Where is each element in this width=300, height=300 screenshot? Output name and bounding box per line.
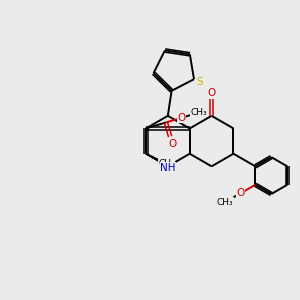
Text: S: S <box>196 77 203 87</box>
Text: CH₃: CH₃ <box>217 198 233 207</box>
Text: CH₃: CH₃ <box>191 108 208 117</box>
Text: CH₃: CH₃ <box>158 160 175 169</box>
Text: O: O <box>208 88 216 98</box>
Text: O: O <box>168 139 176 149</box>
Text: NH: NH <box>160 163 176 173</box>
Text: O: O <box>236 188 244 198</box>
Text: O: O <box>177 113 186 123</box>
